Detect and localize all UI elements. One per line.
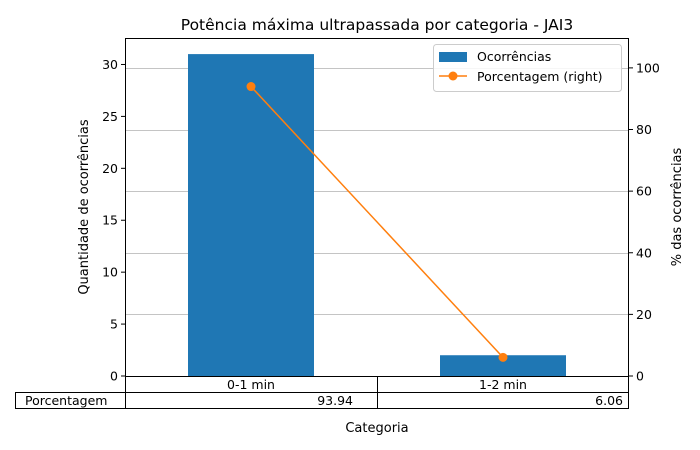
table-row-label: Porcentagem xyxy=(25,393,107,408)
left-axis-ticks: 0 5 10 15 20 25 30 xyxy=(102,57,125,384)
left-tick-label: 5 xyxy=(110,317,118,332)
left-tick-label: 0 xyxy=(110,369,118,384)
left-tick-label: 20 xyxy=(102,161,118,176)
x-axis-label: Categoria xyxy=(345,421,408,436)
legend-label-porcentagem: Porcentagem (right) xyxy=(477,69,603,84)
right-tick-label: 100 xyxy=(636,60,660,75)
legend-label-ocorrencias: Ocorrências xyxy=(477,49,551,64)
line-series xyxy=(246,82,508,362)
right-axis-label: % das ocorrências xyxy=(670,147,685,266)
left-tick-label: 25 xyxy=(102,109,118,124)
left-axis-label: Quantidade de ocorrências xyxy=(77,119,92,295)
bar-series xyxy=(188,54,566,376)
bar-0-1-min xyxy=(188,54,314,376)
left-tick-label: 15 xyxy=(102,213,118,228)
right-tick-label: 80 xyxy=(636,122,652,137)
table-value-cell-2 xyxy=(377,392,629,409)
bar-1-2-min xyxy=(440,355,566,376)
right-axis-ticks: 0 20 40 60 80 100 xyxy=(629,60,660,384)
left-tick-label: 30 xyxy=(102,57,118,72)
right-tick-label: 60 xyxy=(636,184,652,199)
legend-swatch-ocorrencias xyxy=(439,52,467,62)
line-path xyxy=(250,86,504,358)
axes-frame xyxy=(125,38,629,376)
data-table: 0-1 min 1-2 min Porcentagem 93.94 6.06 xyxy=(15,376,629,409)
legend-box xyxy=(433,44,622,92)
table-value-0-1-min: 93.94 xyxy=(317,393,353,408)
line-point-0-1-min xyxy=(246,82,256,92)
right-tick-label: 20 xyxy=(636,307,652,322)
legend: Ocorrências Porcentagem (right) xyxy=(433,44,622,92)
left-tick-label: 10 xyxy=(102,265,118,280)
chart-title: Potência máxima ultrapassada por categor… xyxy=(181,16,573,34)
right-tick-label: 0 xyxy=(636,369,644,384)
table-value-1-2-min: 6.06 xyxy=(595,393,623,408)
table-header-1-2-min: 1-2 min xyxy=(479,377,527,392)
legend-marker-porcentagem xyxy=(448,71,458,81)
right-tick-label: 40 xyxy=(636,245,652,260)
line-point-1-2-min xyxy=(498,352,508,362)
table-header-0-1-min: 0-1 min xyxy=(227,377,275,392)
